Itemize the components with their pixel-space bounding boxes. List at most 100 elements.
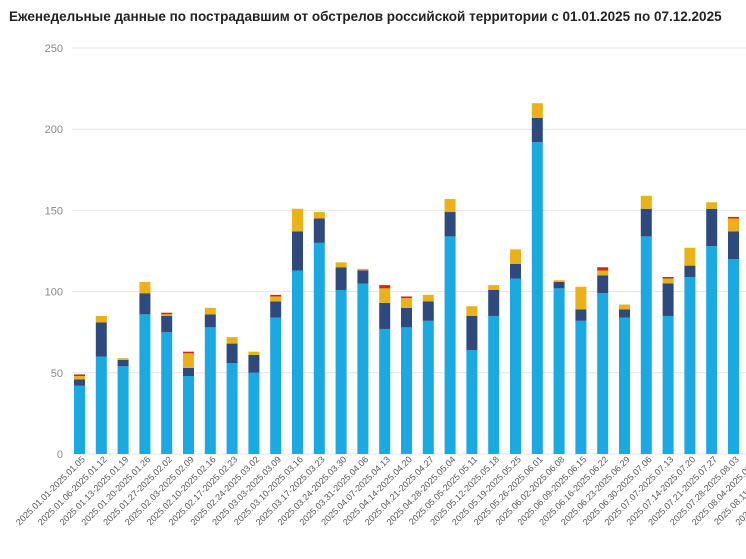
bar-segment [117, 359, 129, 367]
bar-segment [401, 298, 412, 308]
bar-segment [357, 270, 369, 284]
bar-segment [95, 315, 107, 323]
bar-segment [684, 265, 696, 277]
bar-segment [575, 286, 587, 310]
bar-segment [706, 208, 718, 247]
bar-segment [335, 289, 347, 454]
y-axis-tick-labels: 0 50 100 150 200 250 [45, 43, 63, 461]
bar-segment [379, 302, 391, 329]
x-axis-tick-labels: 2025.01.01-2025.01.052025.01.06-2025.01.… [14, 454, 746, 527]
bar-segment [204, 314, 216, 328]
bar-segment [270, 296, 282, 302]
bar-segment [117, 366, 129, 454]
bar-segment [95, 356, 107, 454]
bar-segment [619, 317, 630, 454]
bar-segment [684, 276, 696, 454]
bar-segment [488, 289, 500, 316]
bar-segment [597, 270, 609, 276]
bar-segment [444, 236, 456, 454]
y-tick-label: 200 [45, 124, 63, 136]
bar-segment [357, 268, 369, 271]
bar-segment [640, 208, 652, 237]
bar-segment [510, 249, 521, 264]
bar-segment [510, 278, 521, 454]
bar-segment [95, 322, 107, 357]
bar-segment [662, 315, 674, 454]
bar-segment [74, 374, 85, 377]
bar-segment [139, 314, 151, 454]
bar-segment [597, 275, 609, 294]
bar-segment [706, 246, 718, 454]
bar-segment [553, 288, 565, 454]
bar-segment [640, 236, 652, 454]
bar-segment [575, 320, 587, 454]
bar-segment [531, 103, 543, 118]
bar-segment [204, 307, 216, 315]
bar-segment [270, 317, 282, 454]
bars [74, 103, 739, 454]
y-tick-label: 0 [57, 449, 63, 461]
bar-segment [117, 358, 129, 360]
bar-segment [357, 283, 369, 454]
y-tick-label: 150 [45, 205, 63, 217]
y-tick-label: 100 [45, 287, 63, 299]
bar-segment [183, 353, 194, 368]
bar-segment [728, 216, 739, 219]
bar-segment [313, 242, 325, 454]
bar-segment [466, 350, 478, 454]
bar-segment [226, 337, 238, 344]
bar-segment [270, 294, 282, 297]
bar-segment [422, 294, 434, 302]
bar-segment [74, 385, 85, 454]
bar-segment [619, 309, 630, 318]
bar-segment [161, 315, 173, 333]
bar-segment [510, 263, 521, 279]
bar-segment [292, 270, 303, 454]
bar-segment [161, 332, 173, 454]
bar-segment [728, 259, 739, 454]
bar-segment [139, 281, 151, 294]
bar-segment [662, 276, 674, 279]
bar-segment [684, 247, 696, 266]
bar-segment [204, 327, 216, 454]
bar-segment [74, 379, 85, 386]
bar-segment [662, 283, 674, 316]
bar-segment [597, 267, 609, 271]
bar-segment [270, 301, 282, 318]
bar-segment [248, 354, 260, 373]
bar-segment [379, 288, 391, 303]
bar-segment [401, 307, 412, 328]
bar-segment [597, 293, 609, 454]
bar-segment [161, 312, 173, 315]
bar-segment [575, 309, 587, 321]
bar-segment [248, 351, 260, 355]
bar-segment [553, 280, 565, 282]
bar-segment [74, 376, 85, 380]
bar-segment [161, 314, 173, 316]
bar-segment [422, 301, 434, 321]
y-tick-label: 50 [51, 368, 63, 380]
bar-segment [292, 231, 303, 271]
bar-segment [183, 351, 194, 354]
bar-segment [313, 212, 325, 219]
bar-segment [531, 117, 543, 143]
y-tick-label: 250 [45, 43, 63, 55]
bar-segment [401, 296, 412, 299]
bar-segment [183, 367, 194, 377]
bar-segment [379, 285, 391, 289]
bar-segment [488, 315, 500, 454]
bar-segment [379, 328, 391, 454]
bar-segment [226, 343, 238, 364]
bar-segment [226, 363, 238, 454]
bar-segment [401, 327, 412, 454]
bar-segment [335, 267, 347, 290]
bar-segment [619, 304, 630, 310]
bar-segment [183, 376, 194, 454]
chart-title: Еженедельные данные по пострадавшим от о… [9, 9, 722, 24]
bar-segment [139, 293, 151, 315]
bar-segment [292, 208, 303, 232]
bar-segment [313, 218, 325, 243]
bar-segment [466, 306, 478, 316]
bar-segment [531, 142, 543, 454]
